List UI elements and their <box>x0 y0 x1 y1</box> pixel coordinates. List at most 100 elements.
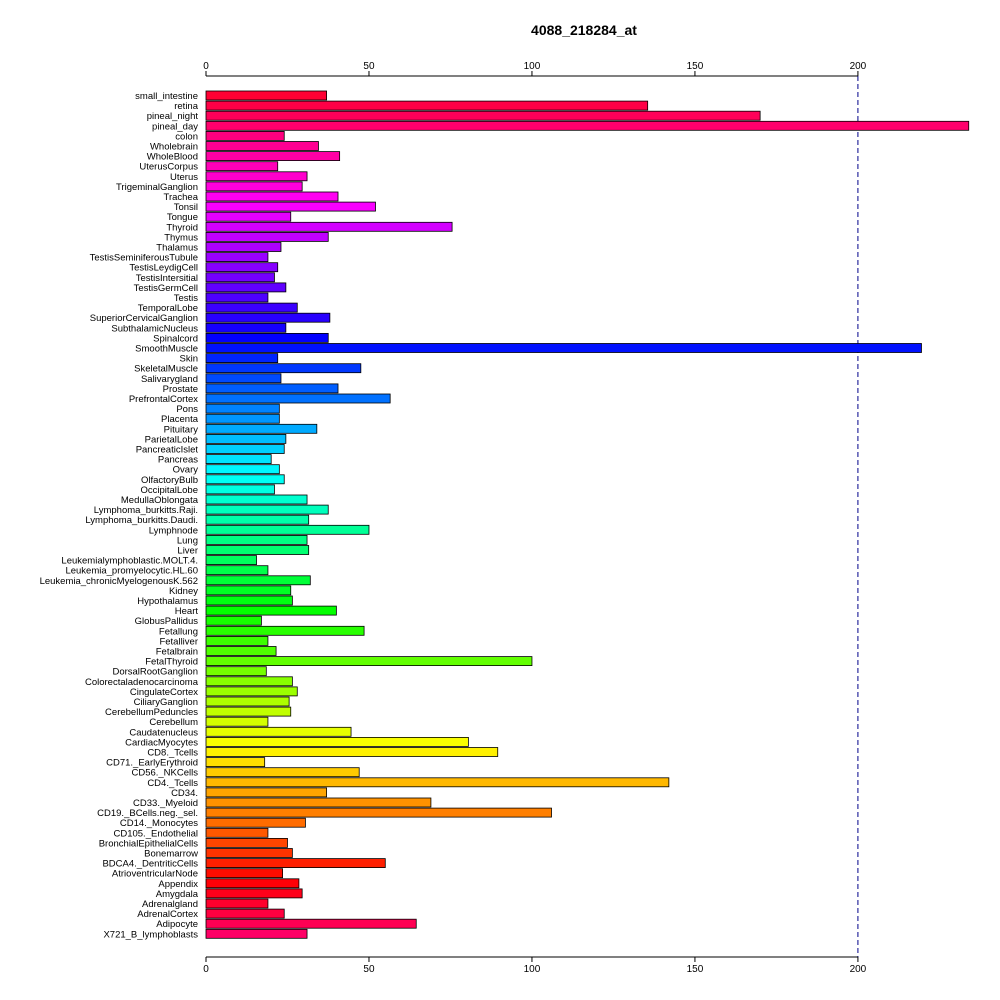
category-label: SkeletalMuscle <box>134 364 198 375</box>
top-tick-label: 150 <box>687 61 704 72</box>
bar <box>205 141 319 151</box>
category-label: Spinalcord <box>153 333 198 344</box>
bar <box>205 595 293 606</box>
bottom-tick-label: 0 <box>203 964 209 975</box>
bar <box>205 191 339 202</box>
bar <box>205 90 328 101</box>
bar <box>205 625 365 636</box>
top-tick-label: 50 <box>363 61 375 72</box>
category-label: Adrenalgland <box>142 899 198 910</box>
bar <box>205 575 311 586</box>
bar <box>205 272 275 283</box>
category-label: Lymphnode <box>149 525 198 536</box>
bar <box>205 605 337 616</box>
category-label: CD71._EarlyErythroid <box>106 758 198 769</box>
plot-area: 0 0 50 50 100 100 150 150 200 200 small_intestiner… <box>40 61 970 975</box>
category-label: CingulateCortex <box>130 687 198 698</box>
category-label: Heart <box>175 606 199 617</box>
category-label: Fetalliver <box>159 636 198 647</box>
top-tick-label: 200 <box>850 61 867 72</box>
bar <box>205 444 285 454</box>
category-label: UterusCorpus <box>139 162 198 173</box>
category-label: Lymphoma_burkitts.Raji. <box>94 505 198 516</box>
category-label: CD8._Tcells <box>147 748 198 759</box>
category-label: SuperiorCervicalGanglion <box>90 313 198 324</box>
bar <box>205 737 469 747</box>
bar <box>205 858 386 868</box>
bar <box>205 656 533 666</box>
category-label: Skin <box>180 354 198 365</box>
bar <box>205 151 341 162</box>
bar <box>205 393 391 404</box>
category-label: small_intestine <box>135 91 198 102</box>
category-label: Thalamus <box>156 243 198 254</box>
bar <box>205 878 300 889</box>
category-label: SubthalamicNucleus <box>111 323 198 334</box>
category-label: PrefrontalCortex <box>129 394 198 405</box>
bar <box>205 787 328 798</box>
category-label: CD105._Endothelial <box>113 828 198 839</box>
bar <box>205 827 269 838</box>
bar <box>205 696 290 707</box>
bar <box>205 302 298 313</box>
category-label: Lung <box>177 535 198 546</box>
top-tick-label: 0 <box>203 61 209 72</box>
category-label: Pituitary <box>164 424 199 435</box>
bar <box>205 777 670 788</box>
category-label: Salivarygland <box>141 374 198 385</box>
category-label: Pancreas <box>158 455 198 466</box>
category-label: CD19._BCells.neg._sel. <box>97 808 198 819</box>
bottom-tick-label: 100 <box>524 964 541 975</box>
bar <box>205 171 308 182</box>
bar <box>205 343 922 353</box>
category-label: Fetalbrain <box>156 647 198 658</box>
category-label: Thymus <box>164 232 198 243</box>
category-label: Testis <box>174 293 199 304</box>
category-label: Bonemarrow <box>144 849 198 860</box>
bar <box>205 918 417 929</box>
bar <box>205 524 370 535</box>
bar <box>205 403 280 414</box>
bar <box>205 484 275 495</box>
bar <box>205 898 269 909</box>
bar <box>205 231 329 242</box>
bar <box>205 504 329 515</box>
category-label: Uterus <box>170 172 198 183</box>
bar <box>205 373 282 384</box>
bar <box>205 797 432 808</box>
bar <box>205 928 308 939</box>
chart-title: 4088_218284_at <box>531 22 637 38</box>
bar <box>205 706 292 717</box>
bar <box>205 716 269 727</box>
category-label: Kidney <box>169 586 198 597</box>
category-label: CiliaryGanglion <box>134 697 198 708</box>
bar <box>205 666 267 677</box>
bar <box>205 161 279 172</box>
category-label: pineal_day <box>152 121 198 132</box>
bar <box>205 474 285 485</box>
category-label: AtrioventricularNode <box>112 869 198 880</box>
bar <box>205 464 280 475</box>
bar <box>205 312 331 323</box>
category-label: CD14._Monocytes <box>120 818 198 829</box>
bar <box>205 817 306 828</box>
category-label: Trachea <box>164 192 199 203</box>
category-label: MedullaOblongata <box>121 495 199 506</box>
bar <box>205 636 269 646</box>
category-label: TestisIntersitial <box>136 273 198 284</box>
category-label: Liver <box>177 546 198 557</box>
category-label: FetalThyroid <box>145 657 198 668</box>
category-label: TrigeminalGanglion <box>116 182 198 193</box>
bar <box>205 545 310 555</box>
category-label: CD33._Myeloid <box>133 798 198 809</box>
bar <box>205 433 287 444</box>
bar <box>205 514 310 525</box>
category-label: Leukemia_chronicMyelogenousK.562 <box>40 576 198 587</box>
category-label: TemporalLobe <box>138 303 198 314</box>
bar <box>205 535 308 545</box>
bar <box>205 585 292 596</box>
category-label: X721_B_lymphoblasts <box>103 929 198 940</box>
category-label: Leukemialymphoblastic.MOLT.4. <box>61 556 198 567</box>
category-label: PancreaticIslet <box>136 445 199 456</box>
bottom-tick-label: 50 <box>363 964 375 975</box>
